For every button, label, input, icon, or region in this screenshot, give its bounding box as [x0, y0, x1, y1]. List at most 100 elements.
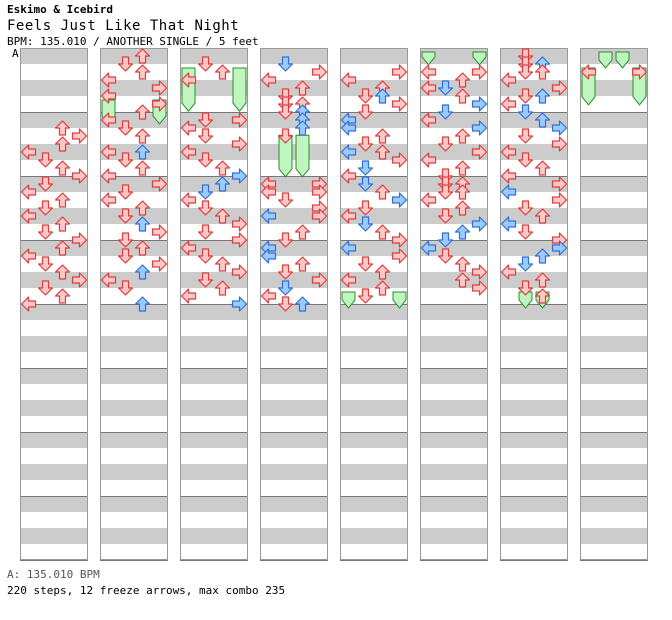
- arrow-left-icon: [20, 144, 37, 160]
- arrow-up-icon: [374, 264, 391, 280]
- freeze-arrow: [632, 67, 647, 106]
- freeze-arrow: [278, 134, 293, 178]
- beat-stripe: [420, 496, 488, 512]
- arrow-down-icon: [197, 224, 214, 240]
- arrow-right-icon: [151, 256, 168, 272]
- arrow-down-icon: [437, 232, 454, 248]
- arrow-up-icon: [134, 296, 151, 312]
- beat-stripe: [340, 528, 408, 544]
- beat-stripe: [340, 144, 408, 160]
- arrow-down-icon: [277, 104, 294, 120]
- arrow-right-icon: [231, 296, 248, 312]
- beat-stripe: [20, 368, 88, 384]
- beat-stripe: [260, 432, 328, 448]
- beat-stripe: [500, 496, 568, 512]
- arrow-up-icon: [374, 184, 391, 200]
- arrow-up-icon: [294, 296, 311, 312]
- beat-stripe: [580, 80, 648, 96]
- beat-stripe: [500, 144, 568, 160]
- arrow-down-icon: [437, 184, 454, 200]
- arrow-down-icon: [517, 128, 534, 144]
- arrow-right-icon: [151, 176, 168, 192]
- arrow-right-icon: [311, 208, 328, 224]
- beat-stripe: [100, 400, 168, 416]
- beat-stripe: [20, 176, 88, 192]
- arrow-down-icon: [197, 56, 214, 72]
- footer-bpm: A: 135.010 BPM: [7, 568, 100, 581]
- arrow-right-icon: [471, 120, 488, 136]
- beat-stripe: [20, 336, 88, 352]
- arrow-right-icon: [311, 64, 328, 80]
- arrow-right-icon: [471, 264, 488, 280]
- arrow-down-icon: [117, 56, 134, 72]
- column-border: [580, 48, 648, 560]
- beat-stripe: [100, 208, 168, 224]
- arrow-down-icon: [357, 88, 374, 104]
- column-border: [100, 48, 168, 560]
- arrow-right-icon: [471, 280, 488, 296]
- arrow-right-icon: [231, 264, 248, 280]
- arrow-right-icon: [231, 216, 248, 232]
- beat-stripe: [340, 496, 408, 512]
- chart-column: [500, 48, 568, 561]
- beat-stripe: [20, 496, 88, 512]
- beat-stripe: [20, 528, 88, 544]
- arrow-left-icon: [420, 112, 437, 128]
- freeze-arrow: [392, 291, 407, 309]
- arrow-right-icon: [231, 112, 248, 128]
- beat-stripe: [340, 112, 408, 128]
- beat-stripe: [20, 80, 88, 96]
- beat-stripe: [340, 176, 408, 192]
- freeze-arrow: [295, 134, 310, 178]
- arrow-up-icon: [134, 48, 151, 64]
- beat-stripe: [20, 208, 88, 224]
- beat-stripe: [260, 144, 328, 160]
- column-border: [500, 48, 568, 560]
- beat-stripe: [580, 336, 648, 352]
- beat-stripe: [580, 368, 648, 384]
- arrow-down-icon: [117, 248, 134, 264]
- beat-stripe: [20, 464, 88, 480]
- arrow-right-icon: [471, 64, 488, 80]
- arrow-left-icon: [260, 288, 277, 304]
- beat-stripe: [500, 240, 568, 256]
- arrow-up-icon: [294, 224, 311, 240]
- arrow-down-icon: [517, 256, 534, 272]
- freeze-arrow: [598, 51, 613, 69]
- chart-column: [100, 48, 168, 561]
- beat-stripe: [20, 272, 88, 288]
- arrow-up-icon: [54, 216, 71, 232]
- arrow-up-icon: [134, 128, 151, 144]
- column-border: [340, 48, 408, 560]
- column-border: [20, 48, 88, 560]
- beat-stripe: [180, 48, 248, 64]
- beat-stripe: [20, 240, 88, 256]
- arrow-left-icon: [180, 288, 197, 304]
- arrow-up-icon: [54, 264, 71, 280]
- beat-stripe: [100, 240, 168, 256]
- arrow-down-icon: [357, 160, 374, 176]
- beat-stripe: [580, 496, 648, 512]
- beat-stripe: [500, 528, 568, 544]
- arrow-down-icon: [437, 80, 454, 96]
- arrow-down-icon: [37, 280, 54, 296]
- arrow-left-icon: [180, 240, 197, 256]
- beat-stripe: [580, 464, 648, 480]
- arrow-right-icon: [231, 232, 248, 248]
- chart-column: [340, 48, 408, 561]
- arrow-down-icon: [357, 136, 374, 152]
- freeze-arrow: [615, 51, 630, 69]
- arrow-left-icon: [100, 144, 117, 160]
- arrow-left-icon: [340, 168, 357, 184]
- arrow-down-icon: [517, 280, 534, 296]
- arrow-up-icon: [214, 280, 231, 296]
- arrow-left-icon: [100, 72, 117, 88]
- arrow-up-icon: [294, 256, 311, 272]
- beat-stripe: [500, 176, 568, 192]
- arrow-up-icon: [534, 112, 551, 128]
- beat-stripe: [260, 304, 328, 320]
- arrow-right-icon: [391, 232, 408, 248]
- beat-stripe: [20, 304, 88, 320]
- arrow-left-icon: [500, 144, 517, 160]
- beat-stripe: [180, 176, 248, 192]
